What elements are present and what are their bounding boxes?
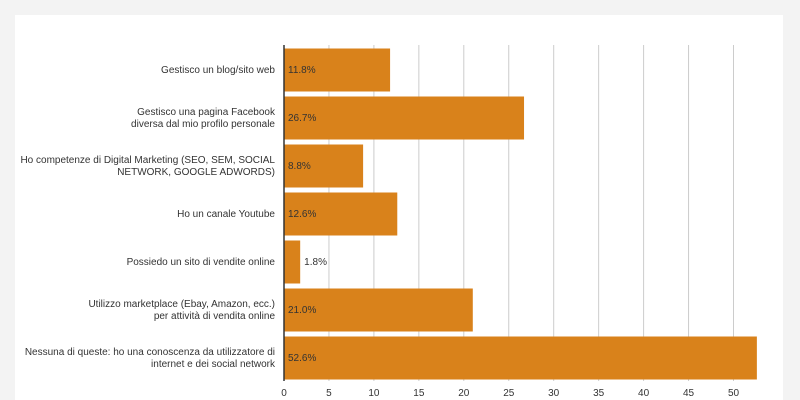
x-tick-label: 5 [326, 388, 332, 399]
x-tick-label: 0 [281, 388, 287, 399]
data-label: 12.6% [288, 209, 316, 220]
category-label: Nessuna di queste: ho una conoscenza da … [25, 347, 276, 370]
data-label: 11.8% [288, 65, 316, 76]
labels: 11.8% Gestisco un blog/sito web 26.7% Gesti… [20, 65, 327, 370]
data-label: 52.6% [288, 353, 316, 364]
x-tick-label: 25 [503, 388, 515, 399]
x-tick-label: 15 [413, 388, 425, 399]
data-label: 1.8% [304, 257, 327, 268]
bar [284, 192, 398, 236]
bar [284, 288, 473, 332]
x-tick-label: 10 [368, 388, 380, 399]
axes: 0 5 10 15 20 25 30 35 40 45 50 [281, 45, 739, 399]
x-tick-label: 40 [638, 388, 650, 399]
x-tick-label: 45 [683, 388, 695, 399]
bar [284, 48, 391, 92]
data-label: 26.7% [288, 113, 316, 124]
x-tick-label: 20 [458, 388, 470, 399]
bar [284, 336, 757, 380]
category-label: Ho competenze di Digital Marketing (SEO,… [20, 155, 275, 178]
category-label: Ho un canale Youtube [177, 209, 275, 220]
chart-card: 11.8% Gestisco un blog/sito web 26.7% Gesti… [15, 15, 783, 400]
bars [284, 48, 757, 380]
category-label: Utilizzo marketplace (Ebay, Amazon, ecc.… [88, 299, 275, 322]
category-label: Gestisco una pagina Facebook diversa dal … [131, 107, 276, 130]
data-label: 8.8% [288, 161, 311, 172]
bar-chart: 11.8% Gestisco un blog/sito web 26.7% Gesti… [20, 45, 757, 399]
category-label: Possiedo un sito di vendite online [127, 257, 276, 268]
x-tick-label: 50 [728, 388, 740, 399]
x-tick-label: 30 [548, 388, 560, 399]
x-tick-label: 35 [593, 388, 605, 399]
bar [284, 144, 364, 188]
category-label: Gestisco un blog/sito web [161, 65, 275, 76]
bar [284, 240, 301, 284]
data-label: 21.0% [288, 305, 316, 316]
bar [284, 96, 525, 140]
